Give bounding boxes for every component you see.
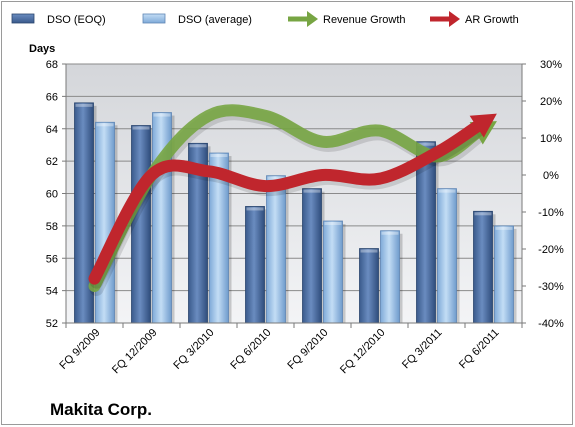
bar-top-highlight [474,212,492,216]
bar-top-highlight [360,249,378,253]
y-tick-label: 68 [46,59,58,71]
chart-title: Makita Corp. [50,400,152,419]
y-axis-title: Days [29,43,55,55]
y-tick-label: 60 [46,189,58,201]
legend-label-revenue-growth: Revenue Growth [323,14,406,26]
legend-swatch-dso-average [142,13,166,24]
y-tick-label: 66 [46,91,58,103]
y2-tick-label: -40% [538,318,564,330]
legend-label-dso-eoq: DSO (EOQ) [47,14,106,26]
legend-label-ar-growth: AR Growth [465,14,519,26]
bar-dso-average [494,225,514,324]
bar-top-highlight [153,113,171,117]
bar-top-highlight [495,226,513,230]
bar-top-highlight [267,176,285,180]
bar-top-highlight [438,189,456,193]
legend-label-dso-average: DSO (average) [178,14,252,26]
x-tick-label: FQ 3/2011 [400,327,445,372]
ar-growth-line [88,120,483,285]
x-tick-label: FQ 6/2011 [457,327,502,372]
bar-top-highlight [132,126,150,130]
bar-top-highlight [381,231,399,235]
bar-dso-eoq [473,210,493,324]
legend-swatch-dso-eoq [11,13,35,24]
bar-top-highlight [96,123,114,127]
y-tick-label: 52 [46,318,58,330]
y2-tick-label: 20% [540,96,562,108]
legend-arrow-revenue-growth [307,11,318,27]
x-tick-label: FQ 3/2010 [171,327,216,372]
y-tick-label: 62 [46,156,58,168]
bar-dso-average [380,230,400,324]
y2-tick-label: -10% [538,207,564,219]
bar-top-highlight [246,207,264,211]
legend-arrow-ar-growth [449,11,460,27]
y2-tick-label: -20% [538,244,564,256]
x-tick-label: FQ 12/2009 [110,327,160,377]
bar-dso-eoq [359,248,379,324]
bar-top-highlight [417,142,435,146]
x-tick-label: FQ 12/2010 [338,327,388,377]
bar-top-highlight [210,154,228,158]
y-tick-label: 64 [46,124,58,136]
bar-dso-average [323,220,343,324]
bar-dso-average [266,175,286,324]
y-tick-label: 58 [46,221,58,233]
x-tick-label: FQ 6/2010 [228,327,273,372]
bar-top-highlight [189,144,207,148]
y-tick-label: 56 [46,253,58,265]
y2-tick-label: 0% [543,170,559,182]
y-tick-label: 54 [46,286,58,298]
x-tick-label: FQ 9/2010 [285,327,330,372]
y2-tick-label: 30% [540,59,562,71]
y2-tick-label: 10% [540,133,562,145]
bar-top-highlight [303,189,321,193]
bar-dso-eoq [302,188,322,324]
bar-top-highlight [324,222,342,226]
y2-tick-label: -30% [538,281,564,293]
ar-growth-arrowhead [469,113,497,138]
bar-dso-eoq [245,206,265,324]
x-tick-label: FQ 9/2009 [57,327,102,372]
bar-dso-average [437,188,457,324]
bar-top-highlight [75,103,93,107]
